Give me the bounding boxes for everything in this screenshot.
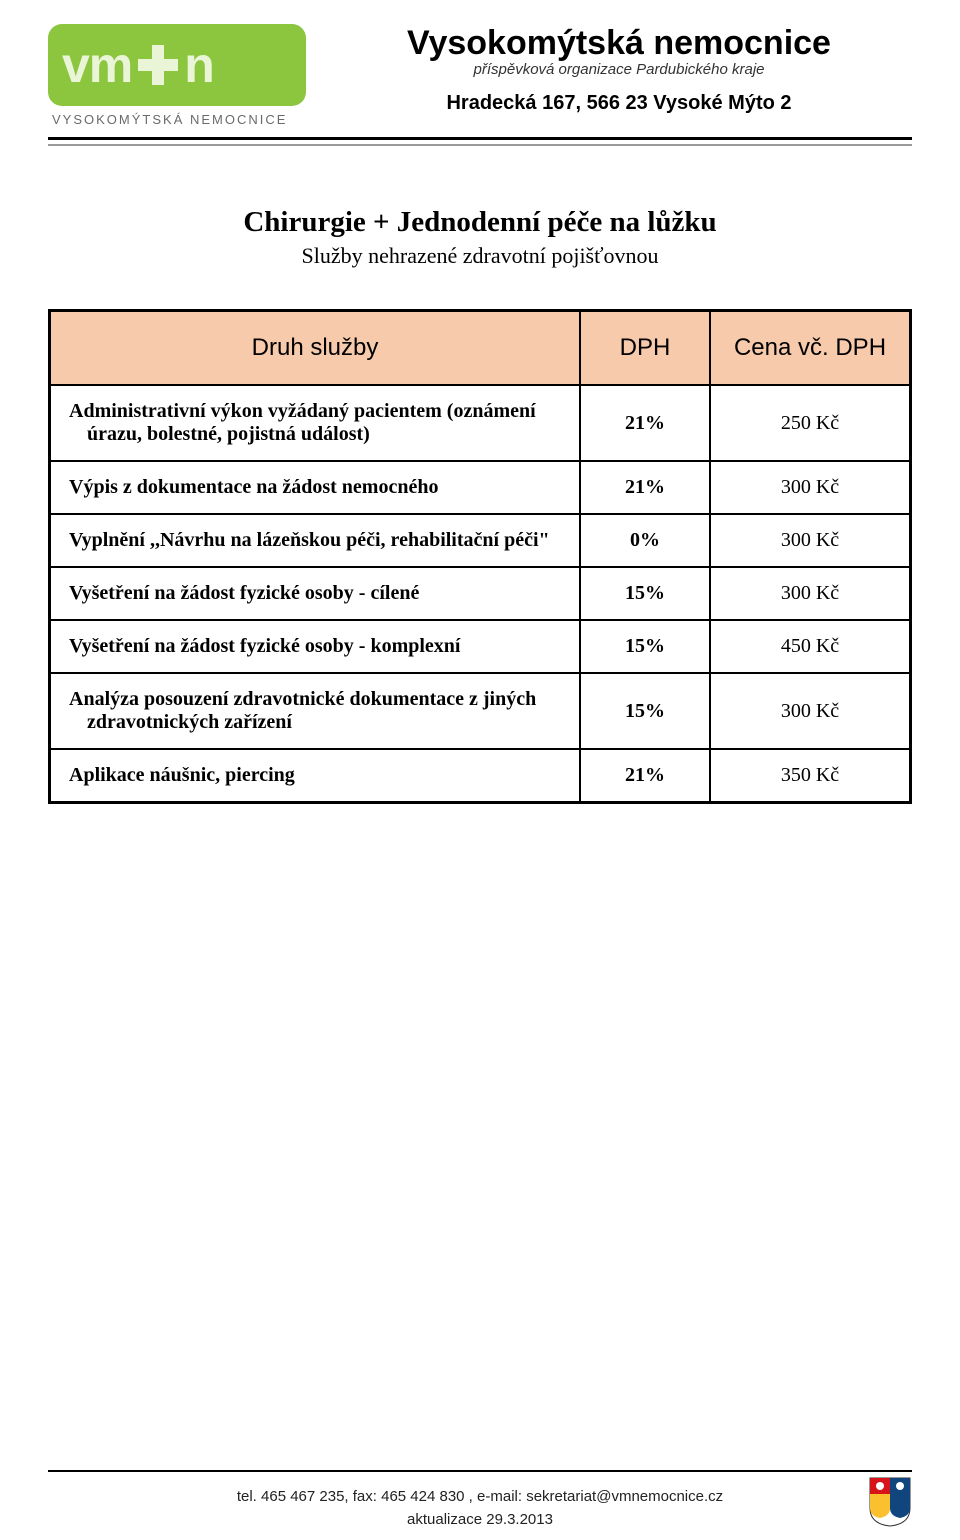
cell-service: Aplikace náušnic, piercing [50,749,580,802]
cell-service: Výpis z dokumentace na žádost nemocného [50,461,580,514]
table-row: Aplikace náušnic, piercing21%350 Kč [50,749,910,802]
divider-thick [48,137,912,140]
table-row: Vyplnění ,,Návrhu na lázeňskou péči, reh… [50,514,910,567]
cell-service: Vyplnění ,,Návrhu na lázeňskou péči, reh… [50,514,580,567]
col-service: Druh služby [50,311,580,385]
cell-dph: 21% [580,385,710,461]
table-row: Vyšetření na žádost fyzické osoby - komp… [50,620,910,673]
col-price: Cena vč. DPH [710,311,910,385]
cell-service: Vyšetření na žádost fyzické osoby - cíle… [50,567,580,620]
price-table: Druh služby DPH Cena vč. DPH Administrat… [48,309,912,804]
cell-service: Administrativní výkon vyžádaný pacientem… [50,385,580,461]
cell-price: 250 Kč [710,385,910,461]
cell-dph: 21% [580,461,710,514]
col-dph: DPH [580,311,710,385]
cell-price: 300 Kč [710,567,910,620]
divider-thin [48,144,912,146]
cell-dph: 0% [580,514,710,567]
cell-price: 350 Kč [710,749,910,802]
cell-price: 300 Kč [710,461,910,514]
cell-dph: 15% [580,567,710,620]
footer-row: tel. 465 467 235, fax: 465 424 830 , e-m… [48,1476,912,1528]
logo-subtext: VYSOKOMÝTSKÁ NEMOCNICE [48,112,308,127]
cell-service: Vyšetření na žádost fyzické osoby - komp… [50,620,580,673]
logo-text-right: n [184,36,214,94]
org-block: Vysokomýtská nemocnice příspěvková organ… [326,24,912,115]
cell-price: 450 Kč [710,620,910,673]
logo-block: vm n VYSOKOMÝTSKÁ NEMOCNICE [48,24,308,127]
cell-service: Analýza posouzení zdravotnické dokumenta… [50,673,580,749]
logo-text-left: vm [62,36,132,94]
table-row: Administrativní výkon vyžádaný pacientem… [50,385,910,461]
logo-box: vm n [48,24,306,106]
table-row: Analýza posouzení zdravotnické dokumenta… [50,673,910,749]
cell-dph: 15% [580,620,710,673]
cell-price: 300 Kč [710,673,910,749]
plus-icon [138,45,178,85]
cell-dph: 21% [580,749,710,802]
org-sub: příspěvková organizace Pardubického kraj… [326,61,912,78]
org-address: Hradecká 167, 566 23 Vysoké Mýto 2 [326,92,912,115]
footer-date: aktualizace 29.3.2013 [92,1511,868,1528]
footer-divider [48,1470,912,1472]
document-title: Chirurgie + Jednodenní péče na lůžku [48,206,912,239]
cell-dph: 15% [580,673,710,749]
table-row: Vyšetření na žádost fyzické osoby - cíle… [50,567,910,620]
footer-text: tel. 465 467 235, fax: 465 424 830 , e-m… [92,1488,868,1528]
footer-contact: tel. 465 467 235, fax: 465 424 830 , e-m… [92,1488,868,1505]
coat-of-arms-icon [868,1476,912,1528]
org-name: Vysokomýtská nemocnice [326,24,912,63]
table-row: Výpis z dokumentace na žádost nemocného2… [50,461,910,514]
document-subtitle: Služby nehrazené zdravotní pojišťovnou [48,243,912,269]
table-header-row: Druh služby DPH Cena vč. DPH [50,311,910,385]
header-row: vm n VYSOKOMÝTSKÁ NEMOCNICE Vysokomýtská… [48,24,912,127]
cell-price: 300 Kč [710,514,910,567]
